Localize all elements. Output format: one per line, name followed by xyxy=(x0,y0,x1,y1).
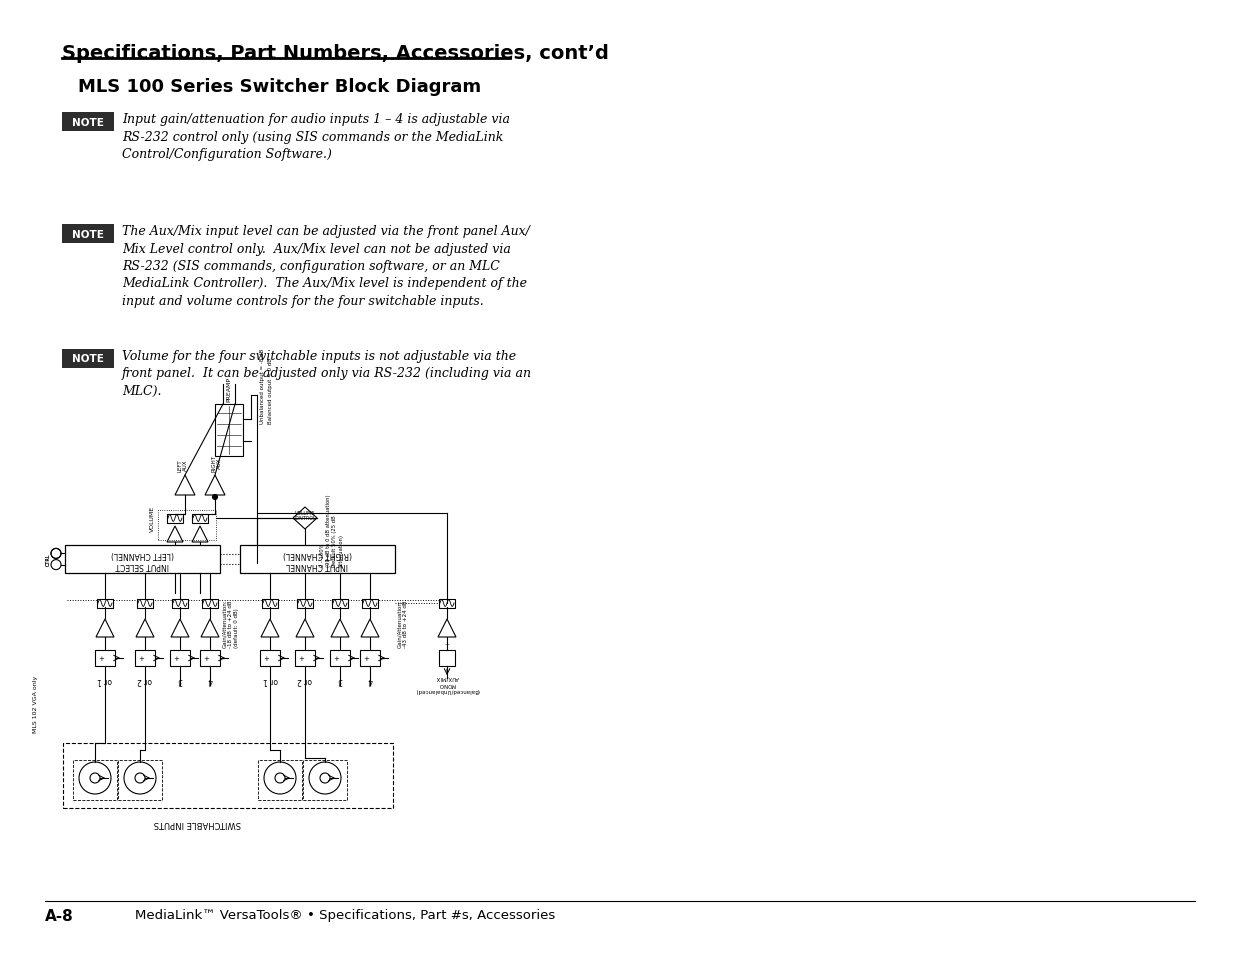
Bar xyxy=(258,760,303,801)
Bar xyxy=(158,511,216,540)
Bar xyxy=(62,350,114,369)
Bar xyxy=(200,650,220,666)
Text: INPUT SELECT
(LEFT CHANNEL): INPUT SELECT (LEFT CHANNEL) xyxy=(111,550,174,569)
Text: +: + xyxy=(363,656,369,661)
Bar xyxy=(261,650,280,666)
Text: Gain/Attenuation:
-18 dB to +24 dB
(default: 0 dB): Gain/Attenuation: -18 dB to +24 dB (defa… xyxy=(222,598,240,647)
Text: +: + xyxy=(138,656,144,661)
Bar xyxy=(203,598,219,608)
Text: or 2: or 2 xyxy=(137,676,152,684)
Text: VOLUME: VOLUME xyxy=(149,505,156,532)
Bar xyxy=(137,598,153,608)
Bar xyxy=(135,650,156,666)
Bar xyxy=(65,545,220,574)
Text: Volume for the four switchable inputs is not adjustable via the
front panel.  It: Volume for the four switchable inputs is… xyxy=(122,350,532,397)
Text: +: + xyxy=(333,656,338,661)
Text: +: + xyxy=(98,656,104,661)
Text: 4: 4 xyxy=(207,676,212,684)
Text: MLS 102 VGA only: MLS 102 VGA only xyxy=(32,675,37,732)
Bar xyxy=(296,598,312,608)
Bar xyxy=(119,760,162,801)
Text: CTRL: CTRL xyxy=(46,553,51,566)
Text: CTRL: CTRL xyxy=(46,553,51,566)
Bar xyxy=(167,514,183,523)
Text: +: + xyxy=(203,656,209,661)
Bar xyxy=(330,650,350,666)
Bar xyxy=(303,760,347,801)
Text: Input gain/attenuation for audio inputs 1 – 4 is adjustable via
RS-232 control o: Input gain/attenuation for audio inputs … xyxy=(122,112,510,161)
Text: 4: 4 xyxy=(368,676,373,684)
Text: +: + xyxy=(445,641,450,647)
Bar xyxy=(262,598,278,608)
Bar xyxy=(73,760,117,801)
Circle shape xyxy=(212,495,217,500)
Text: or 1: or 1 xyxy=(263,676,278,684)
Text: A-8: A-8 xyxy=(44,908,74,923)
Text: +: + xyxy=(298,656,304,661)
Text: 0 - 100%
(90 dB to 0 dB attenuation)
Default 50% (25 dB
attenuation): 0 - 100% (90 dB to 0 dB attenuation) Def… xyxy=(320,494,343,566)
Text: Specifications, Part Numbers, Accessories, cont’d: Specifications, Part Numbers, Accessorie… xyxy=(62,44,609,63)
Bar xyxy=(62,225,114,244)
Text: Balanced output = 0 dB: Balanced output = 0 dB xyxy=(268,357,273,423)
Text: NOTE: NOTE xyxy=(72,117,104,128)
Text: MLS 100 Series Switcher Block Diagram: MLS 100 Series Switcher Block Diagram xyxy=(78,78,482,96)
Text: MediaLink™ VersaTools® • Specifications, Part #s, Accessories: MediaLink™ VersaTools® • Specifications,… xyxy=(135,908,556,921)
Bar xyxy=(215,405,243,456)
Text: Gain/Attenuation:
-43 dB to +24 dB: Gain/Attenuation: -43 dB to +24 dB xyxy=(396,598,409,647)
Text: NOTE: NOTE xyxy=(72,230,104,239)
Text: PREAMP: PREAMP xyxy=(226,376,231,401)
Text: or 1: or 1 xyxy=(98,676,112,684)
Bar xyxy=(359,650,380,666)
Bar xyxy=(170,650,190,666)
Text: RIGHT
AUX: RIGHT AUX xyxy=(211,455,222,472)
Bar xyxy=(98,598,112,608)
Bar xyxy=(172,598,188,608)
Text: +: + xyxy=(263,656,269,661)
Text: Unbalanced output = -8 dB: Unbalanced output = -8 dB xyxy=(261,349,266,423)
Text: SWITCHABLE INPUTS: SWITCHABLE INPUTS xyxy=(153,818,241,827)
Text: 3: 3 xyxy=(178,676,183,684)
Bar xyxy=(62,112,114,132)
Bar xyxy=(295,650,315,666)
Bar xyxy=(95,650,115,666)
Text: INPUT CHANNEL
(RIGHT CHANNEL): INPUT CHANNEL (RIGHT CHANNEL) xyxy=(283,550,352,569)
Bar xyxy=(438,598,454,608)
Text: The Aux/Mix input level can be adjusted via the front panel Aux/
Mix Level contr: The Aux/Mix input level can be adjusted … xyxy=(122,225,530,308)
Bar xyxy=(63,743,393,808)
Text: (Balanced/Unbalanced)
MONO
AUX/MIX: (Balanced/Unbalanced) MONO AUX/MIX xyxy=(415,676,479,693)
Bar xyxy=(362,598,378,608)
Bar xyxy=(240,545,395,574)
Text: VOLUME
CONTROL: VOLUME CONTROL xyxy=(293,510,317,521)
Bar xyxy=(332,598,348,608)
Text: +: + xyxy=(173,656,179,661)
Bar xyxy=(438,650,454,666)
Text: LEFT
AUX: LEFT AUX xyxy=(178,459,189,472)
Text: or 2: or 2 xyxy=(298,676,312,684)
Text: NOTE: NOTE xyxy=(72,355,104,364)
Bar xyxy=(191,514,207,523)
Text: 3: 3 xyxy=(337,676,342,684)
